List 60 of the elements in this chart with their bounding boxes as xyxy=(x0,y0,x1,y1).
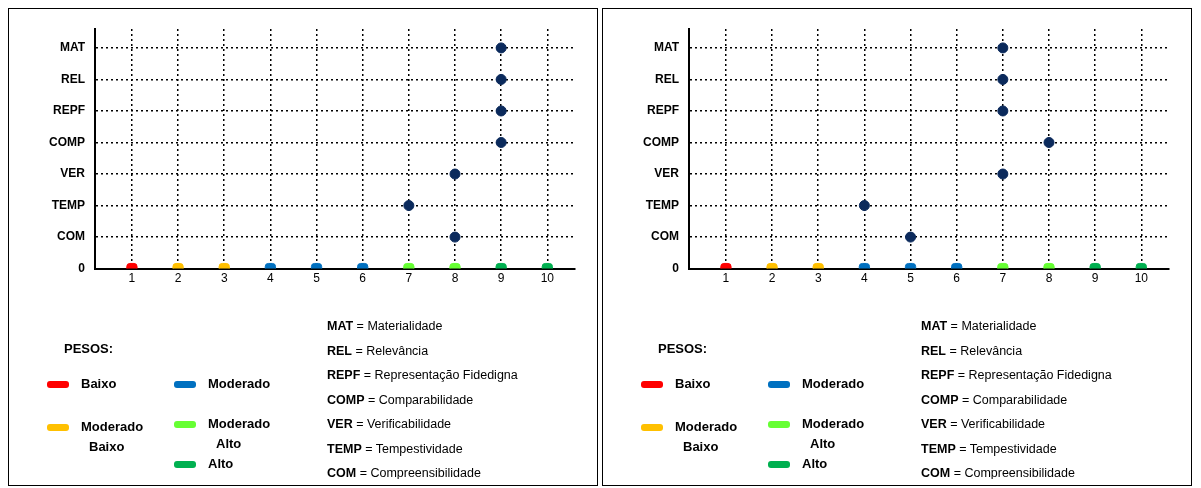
x-tick-label: 8 xyxy=(1045,271,1053,286)
legend-label: Alto xyxy=(208,455,234,471)
y-tick-label: COM xyxy=(651,229,679,244)
legend-label: Baixo xyxy=(675,375,711,391)
y-tick-label: COMP xyxy=(49,134,85,149)
y-tick-label: VER xyxy=(60,166,86,181)
x-tick-label: 4 xyxy=(267,271,275,286)
legend-label: Moderado Alto xyxy=(208,415,271,451)
x-tick-label: 6 xyxy=(953,271,961,286)
text: VER = Verificabilidade xyxy=(921,417,1046,432)
x-tick-label: 2 xyxy=(174,271,182,286)
text: VER = Verificabilidade xyxy=(327,417,452,432)
legend-label: Moderado xyxy=(208,375,271,391)
text: COMP = Comparabilidade xyxy=(327,392,474,407)
x-tick-label: 1 xyxy=(722,271,730,286)
text: TEMP = Tempestividade xyxy=(327,441,463,456)
x-tick-label: 3 xyxy=(220,271,228,286)
y-tick-label: TEMP xyxy=(51,197,85,212)
legend-label: Alto xyxy=(802,455,828,471)
text: MAT = Materialidade xyxy=(327,319,443,334)
text: TEMP = Tempestividade xyxy=(921,441,1057,456)
x-tick-label: 4 xyxy=(861,271,869,286)
x-tick-label: 8 xyxy=(451,271,459,286)
text: MAT = Materialidade xyxy=(921,319,1037,334)
text: COMP = Comparabilidade xyxy=(921,392,1068,407)
x-tick-label: 2 xyxy=(768,271,776,286)
y-tick-label: COMP xyxy=(643,134,679,149)
x-tick-label: 9 xyxy=(1091,271,1099,286)
y-tick-label: 0 xyxy=(672,260,680,275)
legend-title: PESOS: xyxy=(658,340,708,356)
x-tick-label: 5 xyxy=(907,271,915,286)
text: REPF = Representação Fidedigna xyxy=(921,368,1112,383)
y-tick-label: MAT xyxy=(59,40,86,55)
y-tick-label: COM xyxy=(57,229,85,244)
y-tick-label: 0 xyxy=(78,260,86,275)
y-tick-label: REPF xyxy=(646,103,679,118)
legend-label: Baixo xyxy=(81,375,117,391)
legend-title: PESOS: xyxy=(64,340,114,356)
legend-label: Moderado Baixo xyxy=(675,418,738,454)
x-tick-label: 1 xyxy=(128,271,136,286)
y-tick-label: VER xyxy=(654,166,680,181)
y-tick-label: REL xyxy=(61,71,85,86)
y-tick-label: MAT xyxy=(653,40,680,55)
x-tick-label: 7 xyxy=(999,271,1007,286)
text: REPF = Representação Fidedigna xyxy=(327,368,518,383)
legend-label: Moderado Baixo xyxy=(81,418,144,454)
legend-label: Moderado Alto xyxy=(802,415,865,451)
y-tick-label: REPF xyxy=(52,103,85,118)
text: REL = Relevância xyxy=(327,343,429,358)
x-tick-label: 10 xyxy=(1134,271,1149,286)
x-tick-label: 3 xyxy=(814,271,822,286)
x-tick-label: 7 xyxy=(405,271,413,286)
x-tick-label: 9 xyxy=(497,271,505,286)
y-tick-label: REL xyxy=(655,71,679,86)
x-tick-label: 5 xyxy=(313,271,321,286)
y-tick-label: TEMP xyxy=(645,197,679,212)
x-tick-label: 6 xyxy=(359,271,367,286)
text: REL = Relevância xyxy=(921,343,1023,358)
x-tick-label: 10 xyxy=(540,271,555,286)
legend-label: Moderado xyxy=(802,375,865,391)
